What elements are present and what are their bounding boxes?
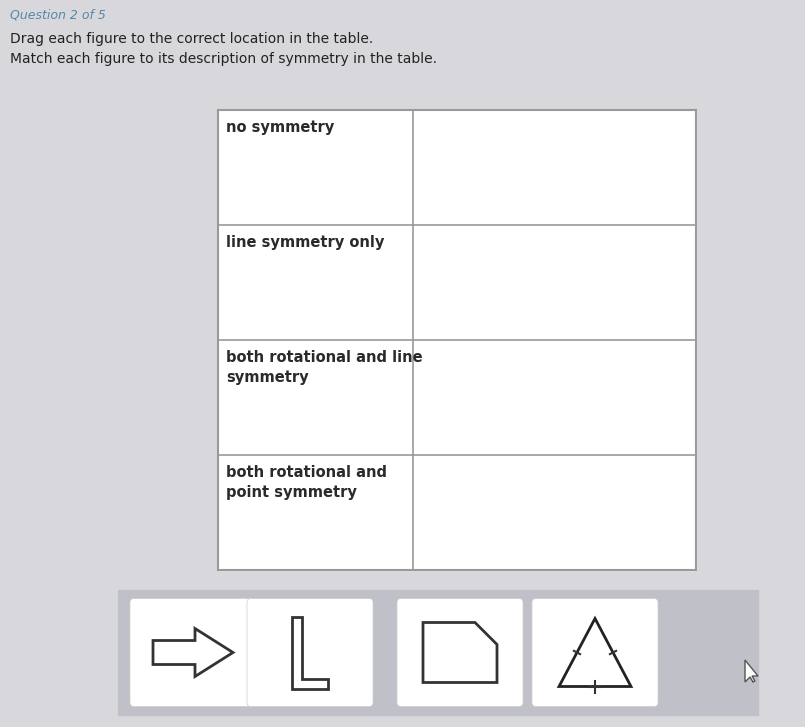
Polygon shape [292,616,328,688]
Text: both rotational and
point symmetry: both rotational and point symmetry [226,465,387,499]
Text: no symmetry: no symmetry [226,120,334,135]
Bar [218,110,696,570]
Text: line symmetry only: line symmetry only [226,235,384,250]
Polygon shape [423,622,497,683]
FancyBboxPatch shape [247,598,373,707]
FancyBboxPatch shape [130,598,256,707]
Text: Drag each figure to the correct location in the table.: Drag each figure to the correct location… [10,32,374,46]
Text: Question 2 of 5: Question 2 of 5 [10,8,106,21]
Polygon shape [745,660,758,682]
Text: both rotational and line
symmetry: both rotational and line symmetry [226,350,423,385]
Polygon shape [153,629,233,677]
Bar [218,110,696,570]
FancyBboxPatch shape [532,598,658,707]
Polygon shape [559,619,631,686]
Bar [118,590,758,715]
FancyBboxPatch shape [397,598,523,707]
Text: Match each figure to its description of symmetry in the table.: Match each figure to its description of … [10,52,437,66]
